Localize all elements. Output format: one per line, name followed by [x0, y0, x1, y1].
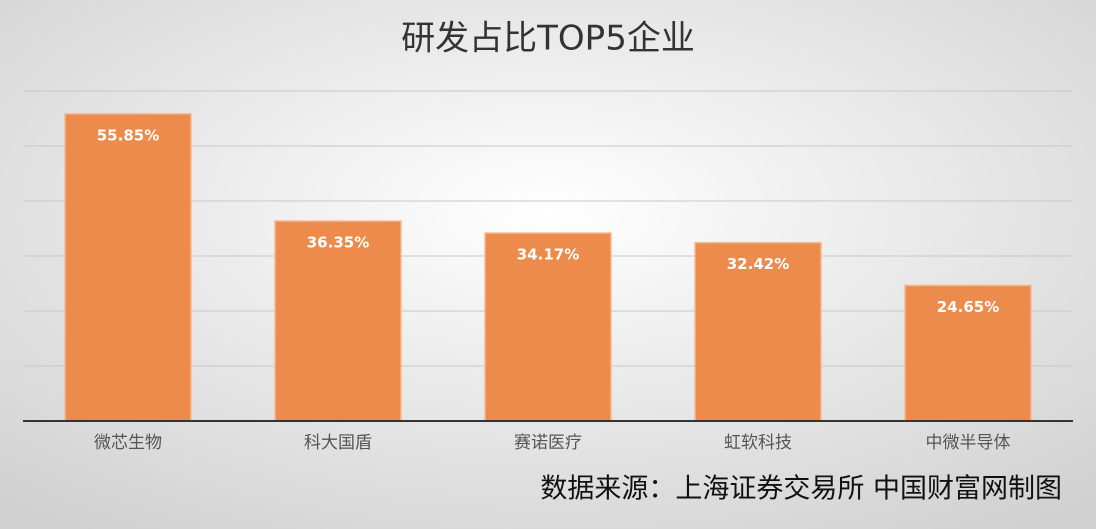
value-label: 36.35%: [307, 234, 369, 252]
value-label: 34.17%: [517, 246, 579, 264]
x-tick-label: 虹软科技: [724, 433, 792, 453]
bar: [904, 284, 1032, 422]
x-tick-label: 科大国盾: [304, 433, 372, 453]
bar: [64, 113, 192, 422]
bar: [484, 232, 612, 422]
chart-title: 研发占比TOP5企业: [401, 19, 695, 59]
source-note: 数据来源：上海证券交易所 中国财富网制图: [540, 474, 1062, 505]
x-tick-label: 中微半导体: [926, 433, 1011, 453]
bar: [274, 220, 402, 422]
value-label: 24.65%: [937, 298, 999, 316]
value-label: 55.85%: [97, 126, 159, 144]
x-tick-label: 赛诺医疗: [514, 432, 582, 453]
value-label: 32.42%: [727, 255, 789, 273]
x-tick-label: 微芯生物: [94, 433, 162, 453]
